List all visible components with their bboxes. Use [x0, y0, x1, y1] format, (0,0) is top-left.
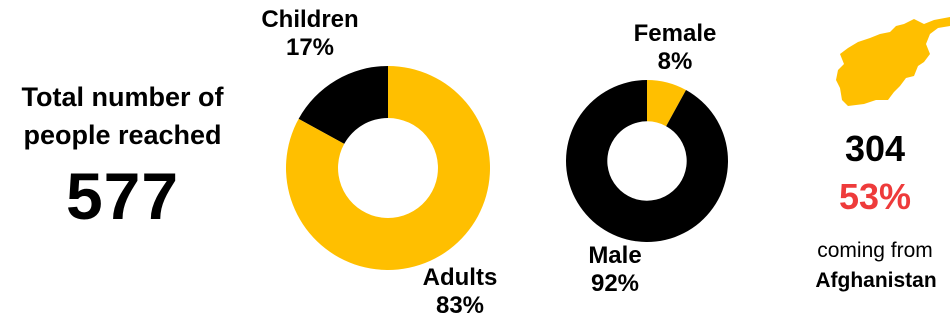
age-donut-chart: [286, 66, 490, 270]
male-category: Male: [588, 242, 642, 269]
origin-country: Afghanistan: [815, 269, 937, 292]
origin-percent: 53%: [838, 176, 912, 217]
adults-slice: [286, 66, 490, 270]
children-category: Children: [261, 6, 359, 33]
female-label: Female 8%: [610, 20, 740, 76]
adults-percent: 83%: [435, 292, 485, 319]
total-value: 577: [65, 159, 180, 233]
adults-category: Adults: [422, 264, 498, 291]
male-label: Male 92%: [555, 242, 675, 298]
origin-subtitle: coming from: [817, 239, 933, 262]
total-label-line2: people reached: [23, 120, 222, 150]
total-label: Total number of people reached: [10, 78, 235, 154]
female-category: Female: [633, 20, 717, 47]
total-label-line1: Total number of: [21, 82, 224, 112]
origin-count: 304: [844, 128, 906, 169]
adults-label: Adults 83%: [395, 264, 525, 320]
male-slice: [566, 80, 728, 242]
children-slice: [298, 66, 388, 144]
male-percent: 92%: [590, 270, 640, 297]
female-slice: [647, 80, 687, 127]
children-label: Children 17%: [240, 6, 380, 62]
afghanistan-map-icon: [836, 17, 950, 106]
gender-donut-chart: [566, 80, 728, 242]
children-percent: 17%: [285, 34, 335, 61]
female-percent: 8%: [657, 48, 693, 75]
